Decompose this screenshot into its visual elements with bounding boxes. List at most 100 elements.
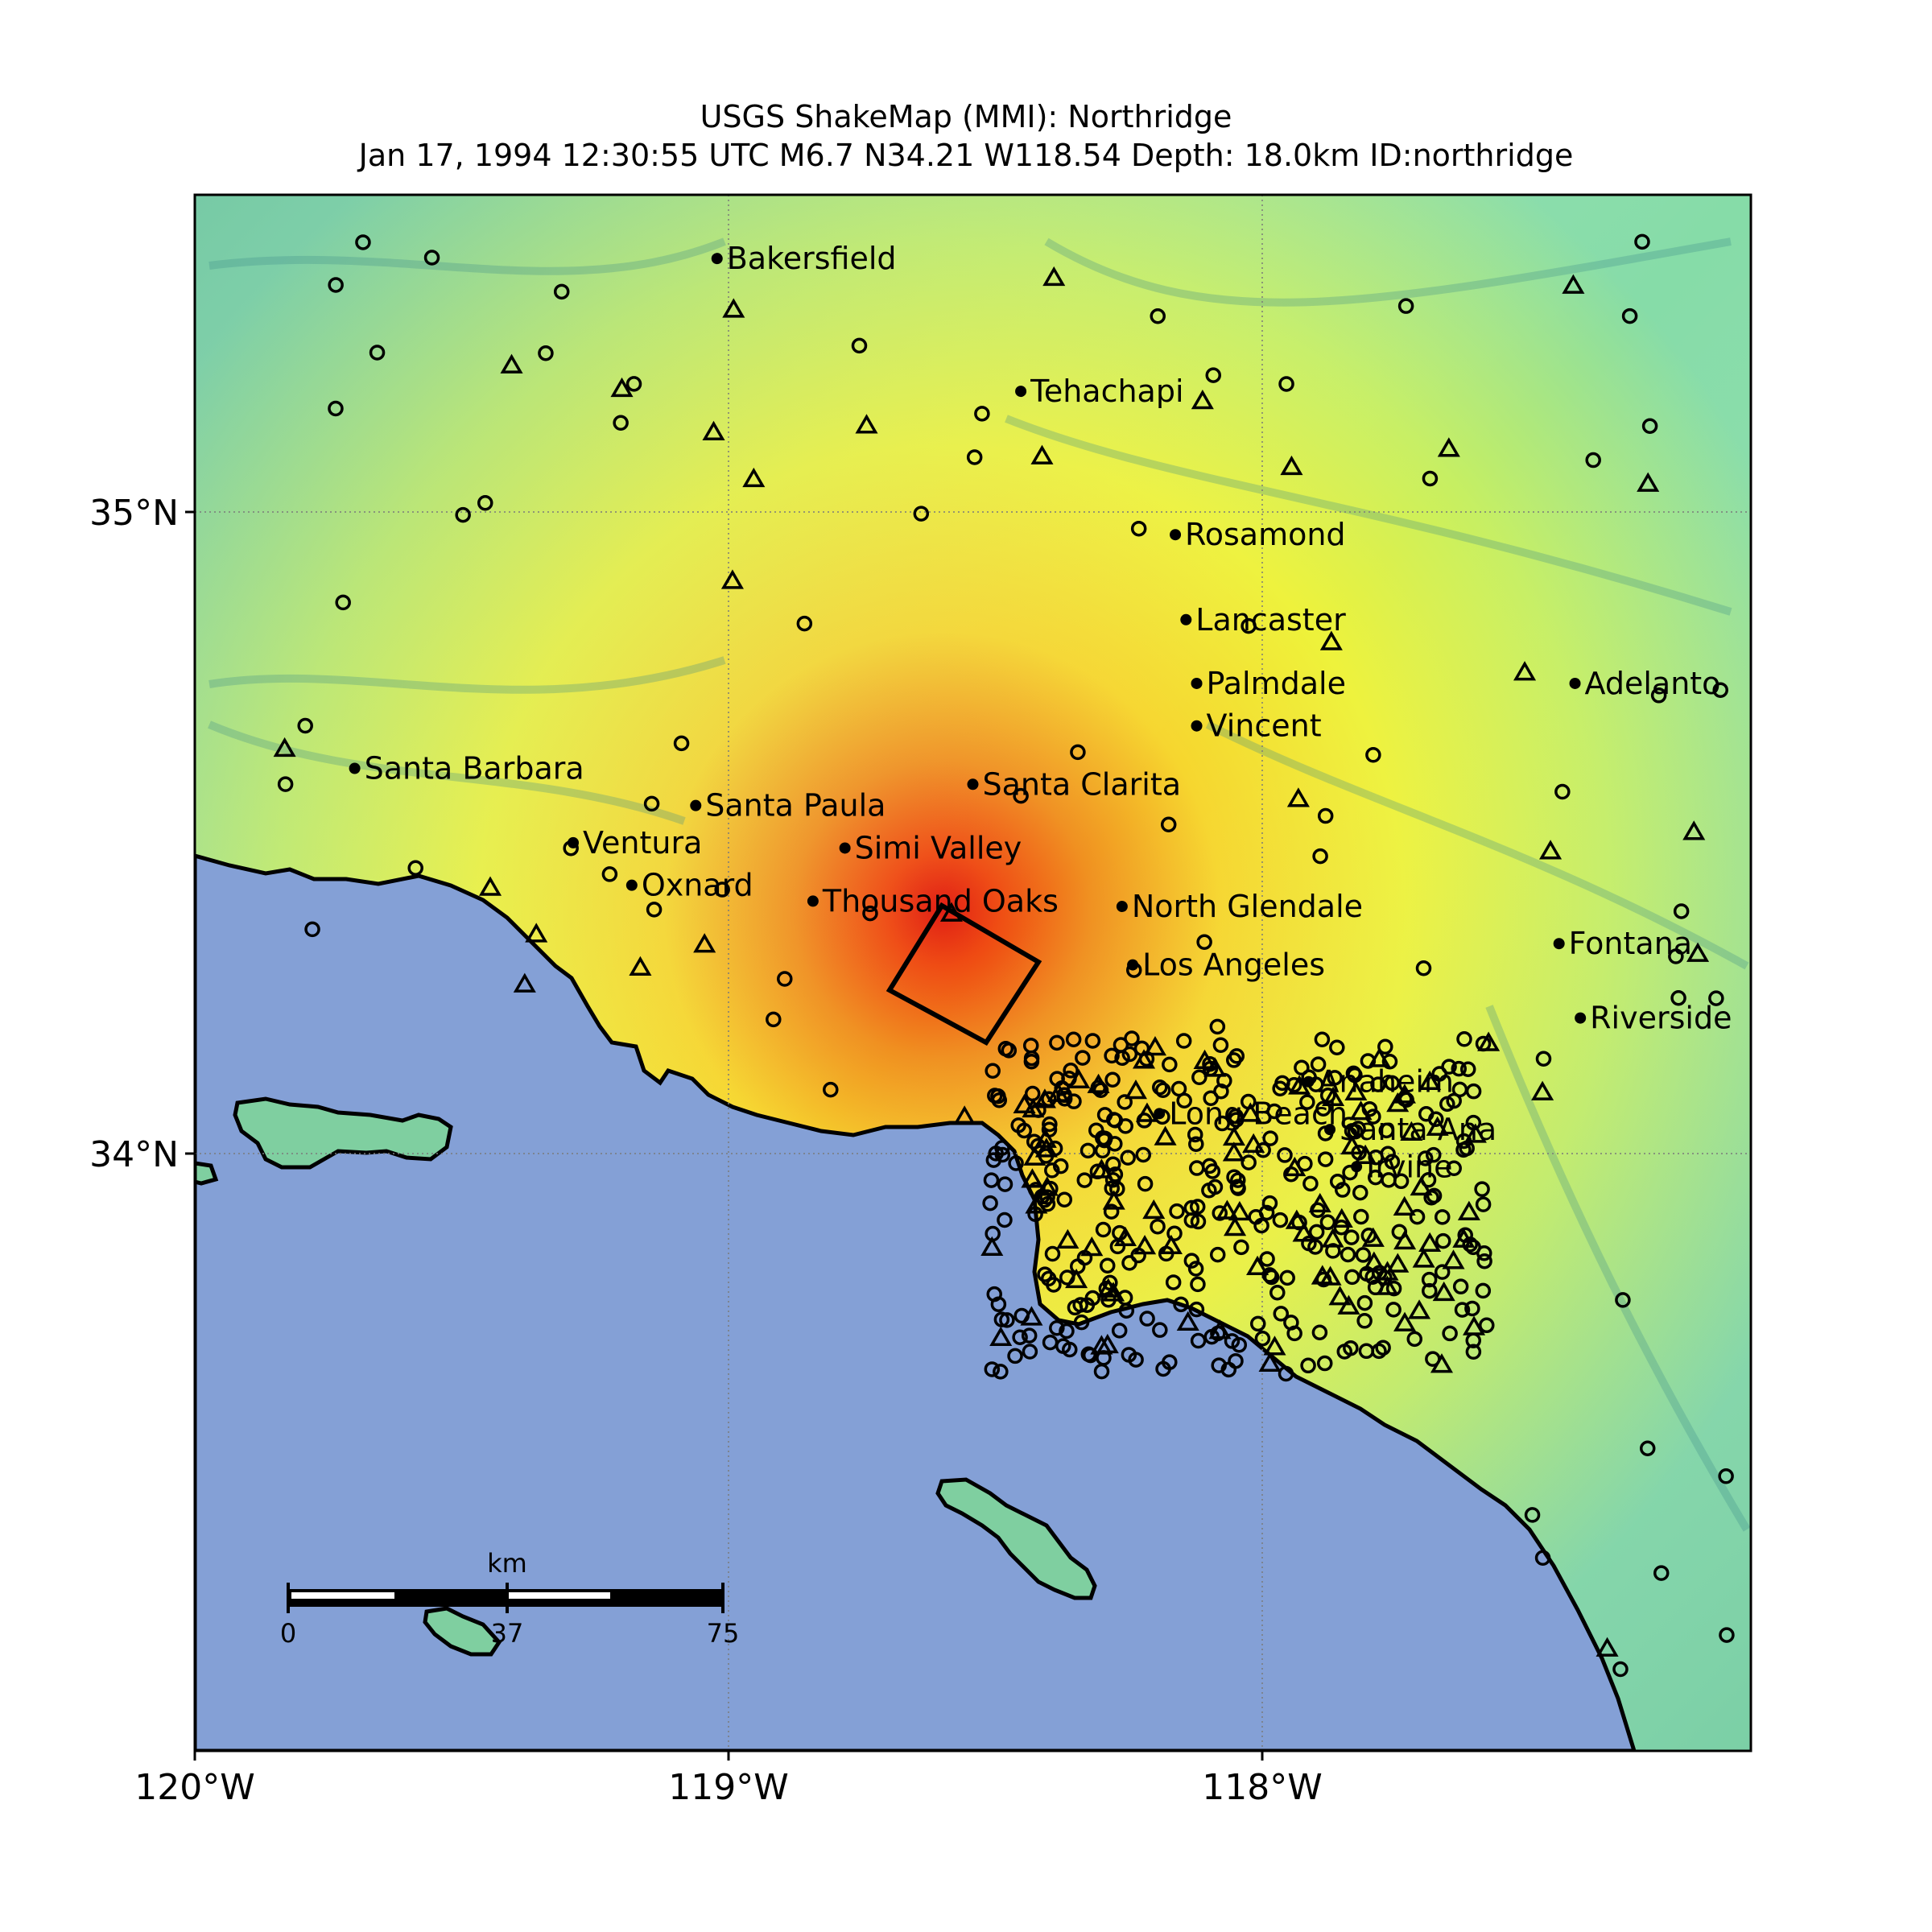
station-triangle-130 — [1208, 1319, 1232, 1340]
station-triangle-495 — [500, 353, 523, 374]
station-circle-468 — [538, 345, 554, 361]
station-circle-169 — [1139, 1311, 1155, 1327]
station-circle-386 — [1272, 1080, 1288, 1096]
station-circle-65 — [1476, 1253, 1492, 1269]
station-circle-291 — [1422, 1282, 1438, 1299]
station-triangle-200 — [1344, 1080, 1368, 1101]
station-circle-280 — [988, 1146, 1004, 1162]
station-triangle-414 — [1159, 1234, 1183, 1254]
station-circle-298 — [1273, 1306, 1290, 1322]
city-label-tehachapi: Tehachapi — [1030, 374, 1183, 409]
station-circle-433 — [1615, 1292, 1631, 1308]
station-circle-231 — [1109, 1181, 1125, 1197]
city-dot-santa-ana — [1324, 1124, 1336, 1136]
station-circle-87 — [1344, 1229, 1360, 1245]
station-triangle-439 — [1030, 444, 1054, 464]
city-label-vincent: Vincent — [1207, 708, 1322, 744]
santa-barbara-island — [423, 1606, 502, 1657]
station-triangle-114 — [1263, 1335, 1286, 1356]
station-circle-88 — [1120, 1150, 1136, 1166]
station-triangle-79 — [1090, 1158, 1113, 1179]
station-circle-60 — [1202, 1055, 1218, 1072]
station-triangle-435 — [1135, 1102, 1158, 1122]
station-circle-348 — [1209, 1246, 1226, 1263]
station-circle-299 — [1381, 1053, 1398, 1070]
scale-bar-segment-2 — [507, 1592, 610, 1599]
station-circle-391 — [1315, 1271, 1332, 1288]
station-triangle-421 — [1013, 1093, 1036, 1114]
station-circle-330 — [1465, 1114, 1482, 1131]
station-circle-328 — [1082, 1347, 1099, 1364]
station-circle-513 — [1278, 376, 1294, 392]
station-triangle-86 — [1022, 1097, 1045, 1118]
city-dot-palmdale — [1191, 677, 1203, 689]
station-circle-282 — [1315, 1100, 1331, 1117]
station-circle-119 — [1104, 1071, 1121, 1088]
station-circle-143 — [1189, 1160, 1205, 1176]
station-circle-189 — [1417, 1150, 1434, 1166]
station-circle-93 — [1150, 1218, 1166, 1235]
station-circle-341 — [1166, 1225, 1183, 1242]
map-frame — [193, 193, 1752, 1752]
station-circle-140 — [1464, 1300, 1480, 1317]
station-circle-446 — [1668, 948, 1684, 964]
station-circle-100 — [1425, 1146, 1442, 1163]
station-circle-301 — [1013, 1307, 1030, 1324]
station-triangle-463 — [1686, 942, 1710, 962]
station-circle-263 — [1228, 1352, 1244, 1369]
station-circle-323 — [1152, 1079, 1168, 1096]
station-circle-499 — [1317, 807, 1334, 824]
station-triangle-514 — [1531, 1080, 1554, 1100]
station-triangle-269 — [1354, 1144, 1377, 1164]
city-dot-riverside — [1575, 1012, 1587, 1024]
scale-bar-unit: km — [487, 1548, 527, 1579]
station-circle-416 — [766, 1011, 782, 1028]
station-circle-477 — [1650, 687, 1667, 704]
station-circle-467 — [1241, 617, 1257, 634]
station-triangle-449 — [1682, 820, 1706, 840]
station-triangle-381 — [1362, 1251, 1385, 1271]
station-circle-359 — [1037, 1266, 1053, 1282]
station-circle-44 — [1294, 1059, 1310, 1076]
station-triangle-151 — [1176, 1311, 1199, 1331]
station-circle-460 — [1365, 747, 1381, 763]
station-circle-193 — [985, 1063, 1001, 1080]
station-circle-520 — [328, 400, 344, 417]
station-triangle-452 — [1539, 840, 1563, 860]
station-circle-438 — [862, 905, 878, 922]
station-circle-410 — [1384, 1075, 1401, 1092]
station-triangle-109 — [980, 1236, 1004, 1256]
station-circle-11 — [1474, 1181, 1490, 1197]
station-triangle-507 — [1292, 1222, 1315, 1242]
station-circle-214 — [1066, 1093, 1082, 1109]
station-circle-126 — [1212, 1205, 1228, 1221]
station-circle-498 — [1621, 308, 1638, 324]
station-circle-370 — [1104, 1171, 1121, 1188]
city-label-oxnard: Oxnard — [642, 868, 753, 903]
station-circle-462 — [1070, 744, 1086, 761]
station-circle-501 — [1524, 1507, 1541, 1523]
station-triangle-68 — [1457, 1200, 1480, 1220]
station-circle-159 — [1263, 1269, 1280, 1286]
city-dot-long-beach — [1154, 1108, 1166, 1120]
station-triangle-39 — [1393, 1311, 1417, 1331]
station-circle-138 — [990, 1296, 1007, 1312]
station-circle-372 — [1038, 1148, 1055, 1164]
station-circle-506 — [423, 250, 440, 266]
station-circle-77 — [1352, 1184, 1368, 1201]
station-circle-198 — [1385, 1302, 1402, 1318]
station-triangle-186 — [1102, 1190, 1125, 1210]
city-dot-vincent — [1191, 720, 1203, 732]
station-circle-356 — [1308, 1224, 1325, 1241]
station-circle-510 — [714, 881, 730, 898]
station-triangle-493 — [1637, 472, 1660, 492]
station-circle-344 — [1465, 1239, 1481, 1256]
station-circle-441 — [646, 902, 663, 918]
station-triangle-427 — [629, 956, 652, 976]
station-circle-413 — [1475, 1196, 1492, 1212]
station-circle-204 — [1258, 1204, 1275, 1221]
station-circle-203 — [1137, 1175, 1154, 1192]
station-triangle-442 — [693, 933, 716, 953]
station-circle-422 — [796, 615, 813, 632]
station-triangle-297 — [1021, 1168, 1044, 1188]
